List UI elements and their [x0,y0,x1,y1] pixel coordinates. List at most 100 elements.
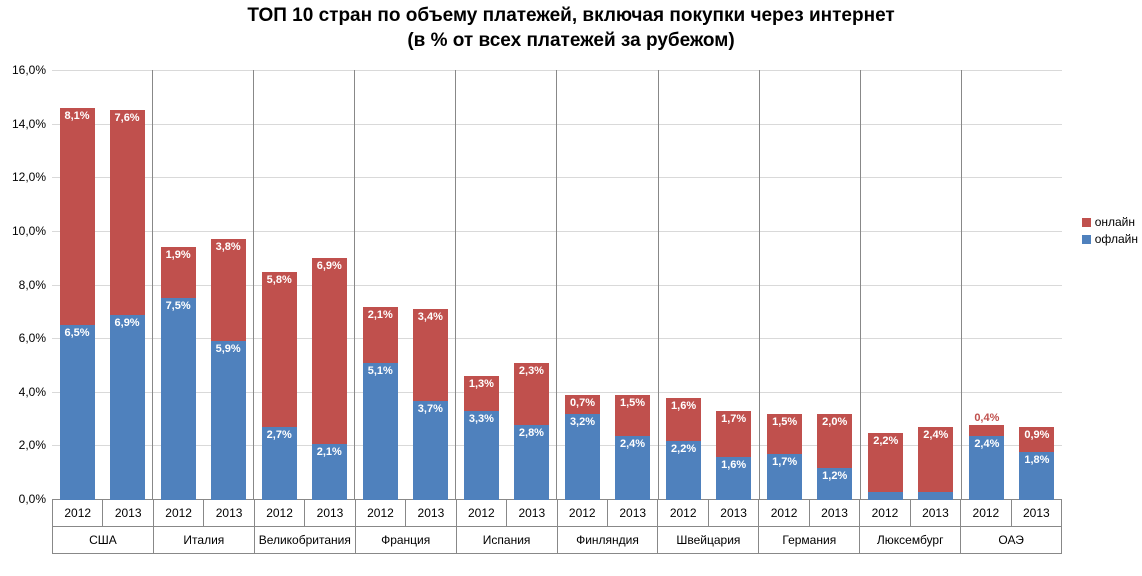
bar-label-online: 1,6% [666,400,701,412]
x-country-cell: 20122013Финляндия [558,500,659,554]
bar-segment-online: 1,9% [161,247,196,298]
bar-label-online: 6,9% [312,260,347,272]
y-tick-label: 12,0% [12,170,46,184]
bar-label-online: 5,8% [262,274,297,286]
bar-stack: 1,2% 2,0% [817,414,852,500]
year-column: 3,7% 3,4% [405,70,455,500]
country-group: 7,5% 1,9%5,9%3,8% [153,70,254,500]
x-country-label: Швейцария [658,527,758,553]
year-column: 6,5% 8,1% [52,70,102,500]
bar-segment-online: 1,5% [767,414,802,454]
bar-segment-online: 0,9% [1019,427,1054,451]
bar-label-offline: 5,1% [363,365,398,377]
bar-label-offline: 1,7% [767,456,802,468]
bar-segment-offline: 2,2% [666,441,701,500]
bar-segment-online: 1,3% [464,376,499,411]
bars-layer: 6,5%8,1%6,9%7,6%7,5%1,9%5,9%3,8%2,7%5,8%… [52,70,1062,500]
bar-label-online: 2,4% [918,429,953,441]
bar-label-offline: 3,7% [413,403,448,415]
year-column: 2,1% 6,9% [304,70,354,500]
x-year-label: 2013 [406,500,455,526]
x-year-label: 2013 [507,500,556,526]
bar-label-offline: 2,8% [514,427,549,439]
y-tick-label: 8,0% [19,278,46,292]
bar-segment-offline: 6,9% [110,315,145,500]
year-column: 3,3% 1,3% [456,70,506,500]
year-column: 5,9%3,8% [203,70,253,500]
year-column: 2,2% 1,6% [659,70,709,500]
year-column: 2,7%5,8% [254,70,304,500]
bar-label-offline: 2,4% [615,438,650,450]
x-country-label: Италия [154,527,254,553]
bar-segment-offline: 1,2% [817,468,852,500]
bar-segment-offline: 2,1% [312,444,347,500]
x-country-label: США [53,527,153,553]
bar-stack: 6,9%7,6% [110,110,145,500]
x-year-label: 2012 [356,500,406,526]
bar-segment-offline: 2,4% [969,436,1004,501]
bar-segment-online: 2,0% [817,414,852,468]
bar-stack: 2,4%0,4% [969,425,1004,500]
x-country-cell: 20122013Франция [356,500,457,554]
bar-label-offline: 2,4% [969,438,1004,450]
year-column: 2,8% 2,3% [506,70,556,500]
bar-stack: 2,7%5,8% [262,272,297,500]
y-tick-label: 10,0% [12,224,46,238]
bar-stack: 1,7% 1,5% [767,414,802,500]
legend-label-online: онлайн [1095,215,1135,229]
bar-stack: 6,5% 8,1% [60,108,95,500]
x-year-label: 2013 [608,500,657,526]
bar-stack: 7,5% 1,9% [161,247,196,500]
bar-segment-offline: 6,5% [60,325,95,500]
year-column: 2,4%0,4% [962,70,1012,500]
bar-segment-online: 2,2% [868,433,903,492]
x-country-label: Великобритания [255,527,355,553]
bar-label-online: 2,0% [817,416,852,428]
x-country-cell: 20122013Люксембург [860,500,961,554]
bar-label-online: 2,1% [363,309,398,321]
bar-segment-online: 3,4% [413,309,448,400]
x-country-cell: 20122013ОАЭ [961,500,1062,554]
year-column: 0,3%2,4% [911,70,961,500]
x-country-label: Люксембург [860,527,960,553]
x-year-label: 2012 [658,500,708,526]
bar-segment-offline: 2,4% [615,436,650,501]
bar-segment-online: 8,1% [60,108,95,326]
x-country-label: Финляндия [558,527,658,553]
bar-stack: 1,6%1,7% [716,411,751,500]
x-year-label: 2012 [558,500,608,526]
year-column: 3,2%0,7% [557,70,607,500]
bar-label-offline: 3,3% [464,413,499,425]
year-column: 1,8%0,9% [1012,70,1062,500]
legend-swatch-online [1082,218,1091,227]
bar-label-offline: 6,5% [60,327,95,339]
x-year-label: 2013 [1012,500,1061,526]
year-column: 5,1% 2,1% [355,70,405,500]
bar-segment-online: 2,1% [363,307,398,363]
x-country-cell: 20122013Германия [759,500,860,554]
bar-label-online: 8,1% [60,110,95,122]
bar-stack: 2,1% 6,9% [312,258,347,500]
bar-stack: 3,3% 1,3% [464,376,499,500]
bar-segment-offline: 3,7% [413,401,448,500]
x-country-cell: 20122013Италия [154,500,255,554]
year-column: 6,9%7,6% [102,70,152,500]
country-group: 2,7%5,8% 2,1% 6,9% [254,70,355,500]
bar-label-online: 2,2% [868,435,903,447]
x-country-cell: 20122013Великобритания [255,500,356,554]
country-group: 2,4%0,4%1,8%0,9% [962,70,1062,500]
bar-stack: 2,2% 1,6% [666,398,701,500]
bar-segment-online: 2,4% [918,427,953,492]
bar-segment-online: 1,5% [615,395,650,435]
x-year-label: 2013 [204,500,253,526]
bar-label-online: 1,5% [767,416,802,428]
year-column: 1,7% 1,5% [760,70,810,500]
x-country-label: Испания [457,527,557,553]
bar-segment-online: 2,3% [514,363,549,425]
y-tick-label: 0,0% [19,492,46,506]
bar-label-offline: 7,5% [161,300,196,312]
bar-segment-offline: 7,5% [161,298,196,500]
bar-stack: 5,1% 2,1% [363,307,398,501]
country-group: 0,3%2,2%0,3%2,4% [861,70,962,500]
y-tick-label: 14,0% [12,117,46,131]
